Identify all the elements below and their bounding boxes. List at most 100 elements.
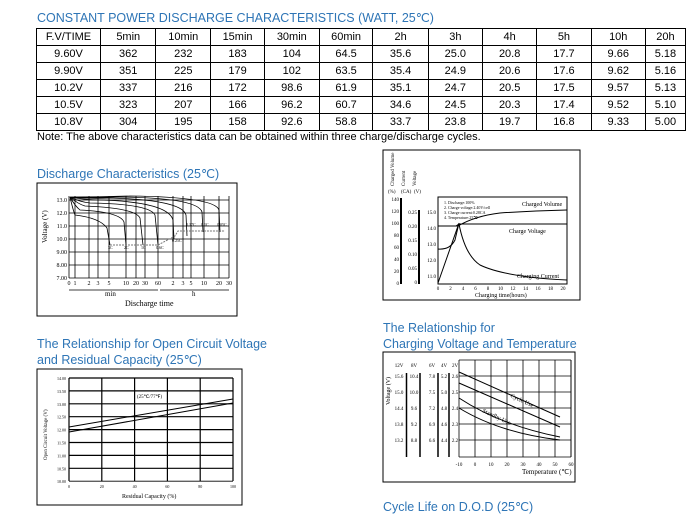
legend-charging-current: Charging Current [517, 274, 559, 280]
ca-tick: 0.05 [408, 267, 417, 272]
discharge-title: Discharge Characteristics (25℃) [37, 167, 220, 181]
rate-label: 0.25C [172, 238, 182, 243]
x-tick-label: 5 [108, 281, 111, 287]
voltage-tick: 8.8 [411, 439, 418, 444]
temp-ylabel: Voltage (V) [385, 377, 392, 405]
table-cell: 9.66 [590, 45, 646, 63]
table-cell: 232 [155, 45, 212, 63]
x-tick-label: 20 [133, 281, 139, 287]
x-tick-label: 10 [498, 287, 504, 292]
x-tick-label: 0 [437, 287, 440, 292]
voltage-tick: 15.6 [395, 375, 404, 380]
table-row: 10.2V 337 216 172 98.6 61.9 35.1 24.7 20.5 17.5 9.… [35, 79, 686, 97]
table-cell: 20.3 [481, 96, 538, 114]
charge-note: 2. Charge voltage:2.40V/cell [444, 205, 491, 210]
table-cell: 23.8 [427, 113, 484, 131]
discharge-chart: Discharge time min h Voltage (V) 13.0 12.… [36, 182, 238, 317]
charged-volume-curve [437, 209, 568, 284]
axis-unit: (CA) [401, 190, 412, 195]
y-tick-label: 10.50 [57, 466, 66, 471]
table-cell: 16.8 [536, 113, 592, 131]
table-cell: 33.7 [372, 113, 429, 131]
pct-tick: 60 [394, 246, 400, 251]
ocv-title-1: The Relationship for Open Circuit Voltag… [37, 337, 267, 351]
legend-charged-volume: Charged Volume [522, 202, 563, 208]
voltage-tick: 6.9 [429, 423, 436, 428]
voltage-tick: 6.6 [429, 439, 436, 444]
table-note: Note: The above characteristics data can… [37, 131, 481, 143]
x-tick-label: 2 [88, 281, 91, 287]
axis-head: Charged Volume [391, 152, 396, 186]
table-cell: 304 [100, 113, 157, 131]
rate-label: 2C [124, 245, 129, 250]
ocv-xlabel: Residual Capacity (%) [122, 493, 176, 500]
x-tick-label: 40 [133, 484, 137, 489]
x-tick-label: 3 [182, 281, 185, 287]
x-tick-label: 0 [68, 484, 70, 489]
v-tick: 14.0 [427, 227, 436, 232]
voltage-tick: 4.6 [441, 423, 448, 428]
x-tick-label: 40 [537, 463, 543, 468]
cutoff-line [110, 230, 225, 246]
charging-voltage-title-1: The Relationship for [383, 321, 495, 335]
voltage-tick: 13.2 [395, 439, 404, 444]
voltage-tick: 2.6 [452, 375, 459, 380]
pct-tick: 80 [394, 234, 400, 239]
x-tick-label: 100 [230, 484, 236, 489]
x-tick-label: 60 [155, 281, 161, 287]
pct-tick: 0 [397, 282, 400, 287]
x-tick-label: 10 [201, 281, 207, 287]
voltage-col-head: 2V [452, 364, 459, 369]
table-cell: 24.7 [427, 79, 484, 97]
v-tick: 15.0 [427, 211, 436, 216]
charging-current-curve [438, 223, 568, 281]
ocv-temp-label: (25℃/77℉) [137, 394, 162, 400]
table-cell: 9.57 [590, 79, 646, 97]
axis-head: Current [402, 170, 407, 186]
y-tick-label: 8.00 [57, 263, 68, 269]
axis-unit: (%) [388, 190, 396, 195]
voltage-col-head: 6V [429, 364, 436, 369]
y-tick-label: 14.00 [57, 376, 66, 381]
unit-min: min [105, 290, 116, 298]
voltage-tick: 2.5 [452, 391, 459, 396]
table-cell: 5.16 [644, 62, 686, 80]
y-tick-label: 13.0 [57, 198, 68, 204]
voltage-tick: 7.2 [429, 407, 436, 412]
table-cell: 158 [210, 113, 265, 131]
y-tick-label: 10.0 [57, 237, 68, 243]
standby-use-band [458, 397, 561, 441]
x-tick-label: 0 [68, 281, 71, 287]
table-cell: 9.62 [590, 62, 646, 80]
x-tick-label: 8 [487, 287, 490, 292]
x-tick-label: 20 [216, 281, 222, 287]
table-cell: 5.00 [644, 113, 686, 131]
x-tick-label: 14 [523, 287, 529, 292]
ca-tick: 0.15 [408, 239, 417, 244]
table-cell: 9.33 [590, 113, 646, 131]
charge-xlabel: Charging time(hours) [475, 292, 527, 299]
charging-voltage-title-2: Charging Voltage and Temperature [383, 337, 577, 351]
voltage-tick: 5.2 [441, 375, 448, 380]
table-cell: 34.6 [372, 96, 429, 114]
legend-charge-voltage: Charge Voltage [509, 229, 546, 235]
x-tick-label: 4 [462, 287, 465, 292]
pct-tick: 40 [394, 258, 400, 263]
x-tick-label: 30 [142, 281, 148, 287]
x-tick-label: 80 [198, 484, 202, 489]
voltage-tick: 10.4 [410, 375, 419, 380]
table-cell: 61.9 [318, 79, 374, 97]
y-tick-label: 12.0 [57, 211, 68, 217]
x-tick-label: 3 [97, 281, 100, 287]
v-tick: 13.0 [427, 243, 436, 248]
ocv-lines [68, 398, 234, 433]
axis-unit: (V) [414, 190, 421, 195]
charge-note: 1. Discharge:100% [444, 200, 475, 205]
x-tick-label: 2 [449, 287, 452, 292]
y-tick-label: 10.00 [57, 479, 66, 484]
y-tick-label: 13.50 [57, 389, 66, 394]
y-tick-label: 11.0 [57, 224, 67, 230]
voltage-tick: 4.8 [441, 407, 448, 412]
discharge-curves [69, 195, 221, 246]
